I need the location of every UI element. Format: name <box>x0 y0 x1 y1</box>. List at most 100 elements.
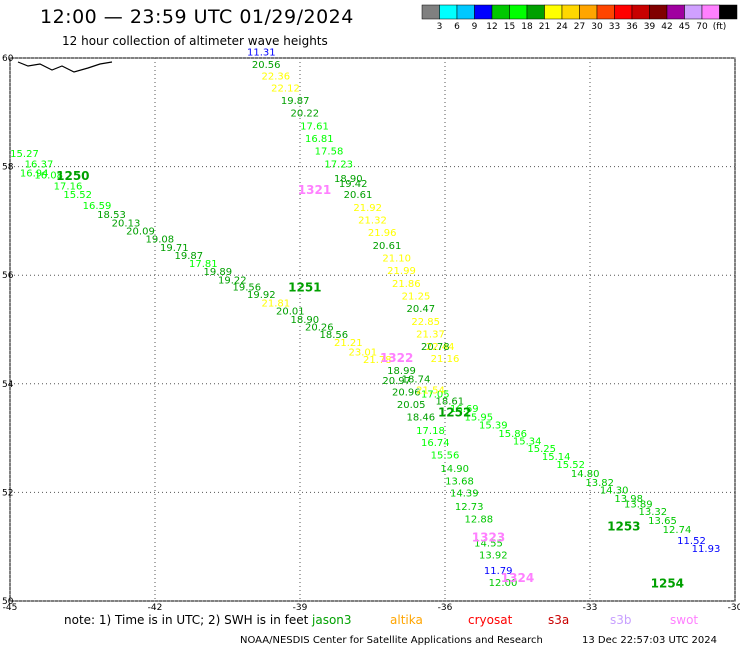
swh-value-label: 21.86 <box>392 279 421 290</box>
pass-number-label: 1321 <box>298 183 331 197</box>
swh-value-label: 18.74 <box>402 375 431 386</box>
swh-value-label: 20.47 <box>407 304 436 315</box>
colorbar-swatch <box>649 4 668 20</box>
plot-frame <box>9 57 736 602</box>
pass-number-label: 1254 <box>651 576 684 590</box>
swh-value-label: 22.36 <box>262 72 291 83</box>
colorbar-swatch <box>561 4 580 20</box>
swh-value-label: 21.21 <box>334 338 363 349</box>
colorbar-label: 21 <box>539 22 550 32</box>
colorbar-label: 9 <box>472 22 478 32</box>
swh-value-label: 17.05 <box>421 389 450 400</box>
pass-number-label: 1323 <box>472 530 505 544</box>
swh-value-label: 16.37 <box>25 160 54 171</box>
swh-value-label: 20.61 <box>373 241 402 252</box>
swh-value-label: 15.34 <box>513 437 542 448</box>
credit-line: NOAA/NESDIS Center for Satellite Applica… <box>240 635 543 646</box>
mission-swot: swot <box>670 613 699 627</box>
swh-value-label: 17.81 <box>189 259 218 270</box>
colorbar-label: 42 <box>661 22 672 32</box>
colorbar-label: 36 <box>626 22 638 32</box>
swh-value-label: 21.10 <box>382 254 411 265</box>
swh-value-label: 20.97 <box>382 376 411 387</box>
swh-value-label: 23.01 <box>349 348 378 359</box>
swh-value-label: 15.39 <box>479 420 508 431</box>
swh-value-label: 13.98 <box>614 494 643 505</box>
colorbar-label: 3 <box>437 22 443 32</box>
swh-value-label: 16.94 <box>20 168 49 179</box>
mission-altika: altika <box>390 613 423 627</box>
colorbar-swatch <box>684 4 703 20</box>
swh-value-label: 22.44 <box>426 342 455 353</box>
swh-value-label: 15.56 <box>431 451 460 462</box>
mission-cryosat: cryosat <box>468 613 513 627</box>
colorbar-label: 45 <box>679 22 690 32</box>
swh-value-label: 20.13 <box>112 218 141 229</box>
swh-value-label: 12.73 <box>455 502 484 513</box>
colorbar-swatch <box>421 4 440 20</box>
swh-value-label: 15.86 <box>498 429 527 440</box>
swh-value-label: 15.27 <box>10 149 39 160</box>
colorbar-swatch <box>579 4 598 20</box>
pass-number-label: 1324 <box>501 571 534 585</box>
swh-value-label: 20.56 <box>252 60 281 71</box>
colorbar-swatch <box>614 4 633 20</box>
colorbar-label: 24 <box>556 22 568 32</box>
swh-value-label: 19.89 <box>204 267 233 278</box>
y-tick-label: 52 <box>2 488 13 498</box>
footer-note: note: 1) Time is in UTC; 2) SWH is in fe… <box>64 613 309 627</box>
colorbar-label: 30 <box>591 22 603 32</box>
colorbar-label: 6 <box>454 22 460 32</box>
swh-value-label: 19.42 <box>339 179 368 190</box>
x-tick-label: -39 <box>293 603 308 613</box>
swh-value-label: 13.65 <box>648 516 677 527</box>
axis-tick-labels: -45 -42 -39 -36 -33 -30 50 52 54 56 58 60 <box>2 54 740 613</box>
x-tick-label: -30 <box>728 603 740 613</box>
swh-values: 15.2716.3716.9416.0817.1615.5216.5918.53… <box>10 47 720 589</box>
swh-value-label: 14.30 <box>600 485 629 496</box>
swh-value-label: 20.22 <box>291 109 320 120</box>
swh-value-label: 17.58 <box>315 147 344 158</box>
swh-value-label: 18.56 <box>320 330 349 341</box>
swh-value-label: 18.53 <box>97 210 126 221</box>
colorbar-swatch <box>509 4 528 20</box>
swh-value-label: 20.61 <box>344 190 373 201</box>
swh-value-label: 19.08 <box>146 235 175 246</box>
swh-value-label: 21.78 <box>363 355 392 366</box>
swh-value-label: 21.25 <box>402 292 431 303</box>
y-tick-label: 58 <box>2 163 14 173</box>
swh-value-label: 12.00 <box>489 578 518 589</box>
y-tick-label: 60 <box>2 54 14 64</box>
swh-value-label: 15.25 <box>527 444 556 455</box>
swh-value-label: 21.81 <box>262 299 291 310</box>
swh-value-label: 21.92 <box>353 203 382 214</box>
swh-value-label: 21.16 <box>431 354 460 365</box>
colorbar-swatch <box>666 4 685 20</box>
pass-labels: 1250 1251 1252 1253 1254 1321 1322 1323 1324 <box>56 169 684 590</box>
swh-value-label: 20.05 <box>397 400 426 411</box>
mission-jason3: jason3 <box>312 613 352 627</box>
colorbar-swatch <box>544 4 563 20</box>
coastline <box>17 61 113 73</box>
swh-value-label: 17.18 <box>416 426 445 437</box>
swh-value-label: 19.92 <box>247 290 276 301</box>
x-tick-label: -33 <box>583 603 598 613</box>
x-tick-label: -36 <box>438 603 453 613</box>
swh-value-label: 14.80 <box>571 469 600 480</box>
x-tick-label: -42 <box>148 603 163 613</box>
y-tick-label: 56 <box>2 271 14 281</box>
swh-value-label: 15.52 <box>556 460 585 471</box>
swh-value-label: 17.23 <box>324 160 353 171</box>
swh-value-label: 15.95 <box>465 413 494 424</box>
swh-value-label: 21.54 <box>416 386 445 397</box>
swh-value-label: 21.37 <box>416 330 445 341</box>
swh-value-label: 21.99 <box>387 266 416 277</box>
chart-subtitle: 12 hour collection of altimeter wave hei… <box>62 34 328 48</box>
colorbar-swatch <box>491 4 510 20</box>
swh-value-label: 20.78 <box>421 342 450 353</box>
grid-lines <box>9 57 736 602</box>
swh-value-label: 21.32 <box>358 216 387 227</box>
swh-value-label: 20.01 <box>276 306 305 317</box>
swh-value-label: 20.26 <box>305 323 334 334</box>
colorbar-swatch <box>439 4 458 20</box>
